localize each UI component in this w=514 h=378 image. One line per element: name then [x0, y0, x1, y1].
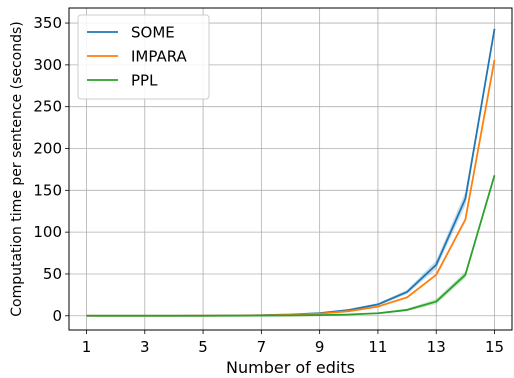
y-tick-label: 50: [43, 265, 62, 283]
grid-layer: [69, 8, 512, 330]
x-axis-label: Number of edits: [226, 358, 355, 377]
x-tick-label: 9: [315, 338, 325, 356]
legend-label: PPL: [131, 72, 158, 90]
series-lines: [86, 28, 496, 317]
y-tick-label: 150: [33, 181, 62, 199]
legend: SOME IMPARA PPL: [77, 14, 210, 100]
y-tick-label: 100: [33, 223, 62, 241]
y-tick-label: 0: [52, 307, 62, 325]
y-tick-label: 350: [33, 14, 62, 32]
legend-box: [77, 14, 210, 100]
plot-frame: [68, 7, 513, 331]
x-tick-label: 5: [198, 338, 208, 356]
y-axis-ticks: 0 50 100 150 200 250 300 350: [33, 14, 69, 325]
x-tick-label: 7: [257, 338, 267, 356]
x-axis-ticks: 1 3 5 7 9 11 13 15: [82, 330, 504, 356]
y-tick-label: 250: [33, 98, 62, 116]
series-line-ppl: [86, 175, 496, 317]
y-tick-label: 200: [33, 140, 62, 158]
x-tick-label: 1: [82, 338, 92, 356]
x-tick-label: 13: [427, 338, 446, 356]
x-tick-label: 3: [140, 338, 150, 356]
confidence-band: [86, 175, 495, 316]
y-tick-label: 300: [33, 56, 62, 74]
x-tick-label: 15: [485, 338, 504, 356]
y-axis-label: Computation time per sentence (seconds): [9, 21, 25, 317]
legend-label: IMPARA: [131, 48, 188, 66]
x-tick-label: 11: [368, 338, 387, 356]
legend-label: SOME: [131, 24, 175, 42]
